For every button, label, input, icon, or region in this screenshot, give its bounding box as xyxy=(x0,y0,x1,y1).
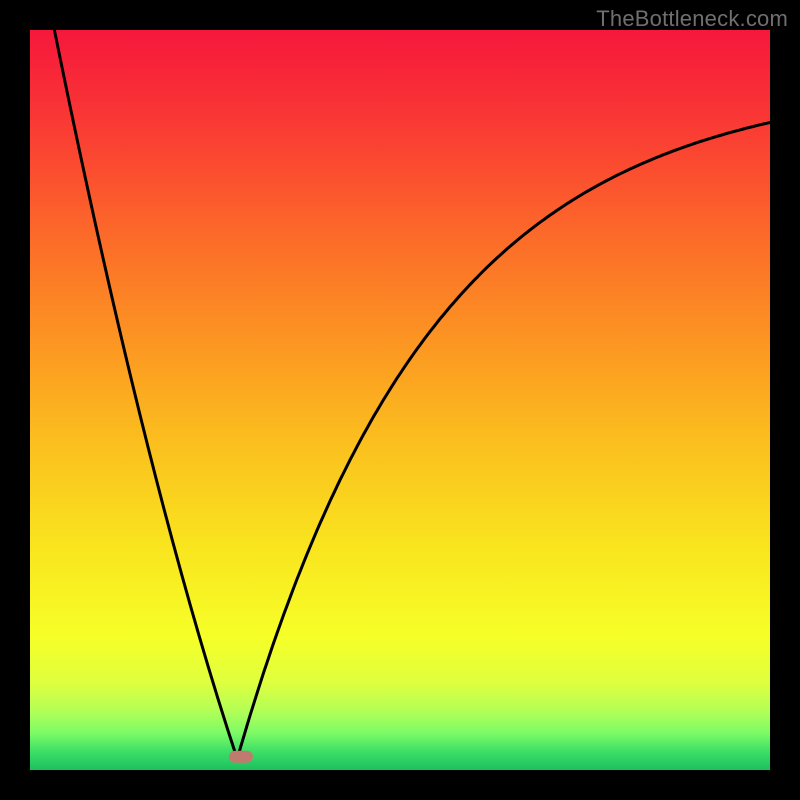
plot-area xyxy=(30,30,770,770)
minimum-marker xyxy=(229,751,253,763)
plot-svg xyxy=(30,30,770,770)
gradient-background xyxy=(30,30,770,770)
watermark-text: TheBottleneck.com xyxy=(596,6,788,32)
chart-frame: TheBottleneck.com xyxy=(0,0,800,800)
